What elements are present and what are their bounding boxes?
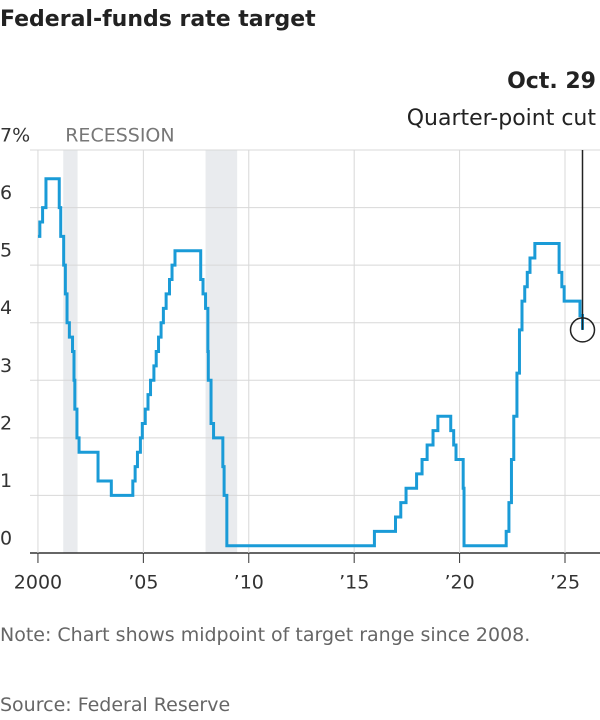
chart: Federal-funds rate target Oct. 29 Quarte… [0,7,600,594]
y-tick-label: 0 [0,528,12,550]
annotation-text: Quarter-point cut [407,106,597,131]
y-tick-label: 2 [0,412,12,434]
x-tick-label: ’25 [550,572,580,594]
y-tick-label: 3 [0,355,12,377]
x-tick-label: ’05 [128,572,158,594]
x-tick-label: ’10 [234,572,264,594]
chart-title: Federal-funds rate target [0,7,316,32]
x-tick-label: 2000 [14,572,62,594]
y-tick-label: 6 [0,182,12,204]
y-tick-label: 1 [0,470,12,492]
y-tick-label: 5 [0,240,12,262]
rate-line [37,177,585,548]
highlight-point [569,317,596,343]
recession-label: RECESSION [65,125,174,147]
y-tick-label: 4 [0,297,12,319]
recession-band [205,150,238,553]
x-tick-label: ’15 [339,572,369,594]
note: Note: Chart shows midpoint of target ran… [0,624,531,646]
recession-band [63,150,78,553]
annotation-title: Oct. 29 [507,69,596,94]
x-tick-label: ’20 [444,572,474,594]
source: Source: Federal Reserve [0,694,231,716]
y-tick-label: 7% [0,125,30,147]
